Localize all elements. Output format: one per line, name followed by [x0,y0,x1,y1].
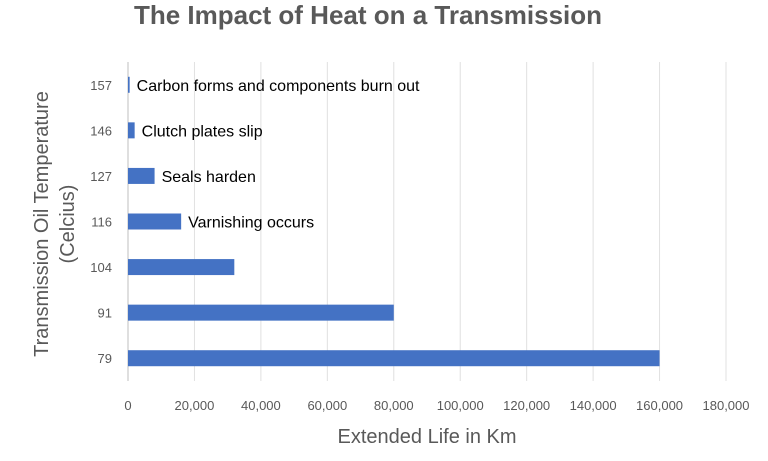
bar-146 [128,122,135,139]
bar-104 [128,259,235,276]
y-tick-label: 127 [90,169,112,184]
x-tick-label: 140,000 [570,398,617,413]
bar-127 [128,167,155,184]
x-tick-label: 60,000 [307,398,347,413]
y-axis-title-line-1: Transmission Oil Temperature [31,91,53,357]
bar-157 [128,76,130,93]
y-tick-label: 146 [90,123,112,138]
y-tick-label: 91 [98,306,112,321]
bar-annotation: Varnishing occurs [188,215,314,232]
x-tick-label: 20,000 [175,398,215,413]
x-axis-title: Extended Life in Km [338,426,517,448]
y-axis-title-line-2: (Celcius) [57,185,79,264]
x-tick-label: 40,000 [241,398,281,413]
bar-annotation: Seals harden [162,169,256,186]
y-tick-label: 157 [90,78,112,93]
bar-91 [128,304,394,321]
x-tick-label: 100,000 [437,398,484,413]
x-tick-label: 0 [124,398,131,413]
x-tick-label: 180,000 [703,398,750,413]
bar-79 [128,350,660,367]
bar-annotation: Carbon forms and components burn out [137,78,420,95]
y-tick-label: 116 [91,215,112,230]
x-tick-label: 80,000 [374,398,414,413]
y-tick-label: 104 [90,260,112,275]
bar-annotation: Clutch plates slip [142,123,263,140]
x-tick-label: 160,000 [636,398,683,413]
x-tick-label: 120,000 [503,398,550,413]
y-tick-label: 79 [98,351,112,366]
chart-title: The Impact of Heat on a Transmission [134,0,602,30]
bar-116 [128,213,182,230]
